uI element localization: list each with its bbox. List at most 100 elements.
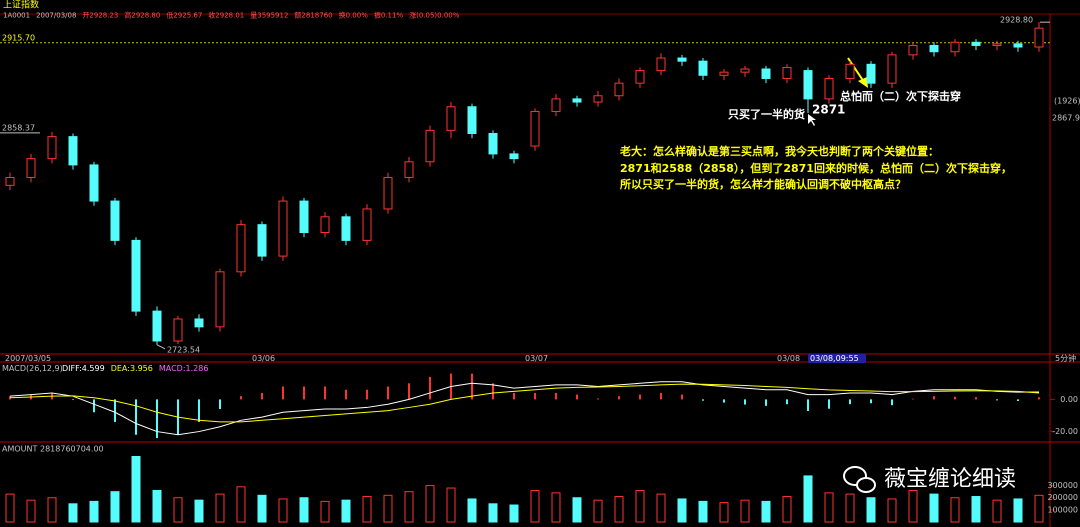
candle-body	[5, 176, 15, 186]
candle-body	[215, 271, 225, 328]
candle-body	[656, 57, 666, 72]
candle-body	[131, 239, 141, 312]
y-tick-label: 200000	[1047, 493, 1078, 502]
volume-bar	[320, 500, 330, 523]
volume-bar	[992, 499, 1002, 523]
volume-bar	[635, 489, 645, 523]
volume-bar	[278, 498, 288, 523]
price-label: 2915.70	[2, 33, 35, 42]
candle-body	[320, 216, 330, 234]
volume-bar	[908, 489, 918, 523]
volume-bar	[194, 499, 204, 523]
candle-body	[551, 98, 561, 112]
quote-item: 1A0001	[3, 12, 30, 20]
volume-bar	[425, 485, 435, 523]
candle-body	[593, 95, 603, 103]
volume-bar	[719, 502, 729, 523]
volume-bar	[677, 498, 687, 523]
volume-bar	[152, 489, 162, 523]
volume-bar	[5, 493, 15, 523]
volume-bar	[47, 497, 57, 523]
candle-body	[950, 41, 960, 53]
candle-body	[299, 200, 309, 234]
candle-body	[26, 158, 36, 178]
quote-item: 低2925.67	[166, 11, 202, 20]
candle-body	[362, 208, 372, 241]
panel-header: 2818760704.00	[40, 445, 104, 454]
candle-body	[572, 98, 582, 103]
x-tick-label: 03/06	[252, 354, 275, 363]
volume-bar	[761, 500, 771, 523]
panel-title: AMOUNT	[2, 445, 38, 454]
volume-bar	[656, 493, 666, 523]
chart-title: 上证指数	[3, 0, 39, 11]
quote-item: 额2818760	[294, 11, 332, 20]
volume-bar	[1013, 498, 1023, 523]
candle-body	[1013, 43, 1023, 48]
cursor	[808, 114, 816, 126]
quote-item: 2007/03/08	[36, 12, 76, 20]
candle-body	[1034, 27, 1044, 48]
annotation: 只买了一半的货	[728, 107, 805, 121]
candle-body	[845, 63, 855, 79]
price-label: 2723.54	[167, 345, 200, 354]
volume-bar	[950, 497, 960, 523]
quote-item: 高2928.80	[124, 11, 160, 20]
volume-bar	[26, 499, 36, 523]
volume-bar	[782, 496, 792, 523]
candle-body	[467, 106, 477, 134]
candle-body	[446, 106, 456, 131]
candle-body	[887, 54, 897, 84]
volume-bar	[593, 499, 603, 523]
volume-bar	[740, 499, 750, 523]
arrow	[847, 57, 865, 83]
candle-body	[341, 216, 351, 241]
annotation: 总怕而（二）次下探击穿	[840, 89, 961, 103]
volume-bar	[341, 499, 351, 523]
volume-bar	[929, 493, 939, 523]
volume-bar	[173, 497, 183, 523]
candle-body	[803, 70, 813, 100]
y-tick-label: 100000	[1047, 505, 1078, 514]
volume-bar	[845, 493, 855, 523]
volume-bar	[509, 504, 519, 523]
volume-bar	[488, 503, 498, 523]
candle-body	[68, 136, 78, 166]
cursor-box	[808, 354, 866, 363]
candle-body	[992, 43, 1002, 46]
macd-line	[9, 381, 1040, 436]
candle-body	[383, 176, 393, 210]
watermark: 薇宝缠论细读	[843, 466, 1016, 493]
candle-body	[635, 70, 645, 84]
price-marker	[156, 344, 166, 350]
panel-title: MACD(26,12,9)	[2, 364, 63, 373]
volume-bar	[257, 494, 267, 523]
icon	[856, 477, 876, 493]
candle-body	[278, 200, 288, 257]
price-label: 2928.80	[1000, 16, 1033, 25]
y-tick-label: 300000	[1047, 481, 1078, 490]
candle-body	[971, 41, 981, 46]
annotation: 2871	[812, 103, 845, 117]
volume-bar	[971, 496, 981, 523]
quote-item: 涨(0.05)0.00%	[409, 11, 460, 20]
panel-header: DEA:3.956	[111, 364, 153, 373]
volume-bar	[803, 475, 813, 523]
volume-bar	[299, 497, 309, 523]
candle-body	[908, 44, 918, 56]
candle-body	[173, 318, 183, 342]
candle-body	[530, 110, 540, 147]
volume-bar	[614, 496, 624, 523]
macd-line	[9, 383, 1040, 423]
volume-bar	[551, 492, 561, 523]
volume-bar	[131, 455, 141, 523]
y-tick-label: 0.00	[1060, 395, 1078, 404]
x-tick-label: 03/07	[525, 354, 548, 363]
volume-bar	[530, 489, 540, 523]
candle-body	[425, 129, 435, 163]
annotation: 老大：怎么样确认是第三买点啊，我今天也判断了两个关键位置：	[619, 144, 939, 158]
candle-body	[257, 224, 267, 257]
volume-bar	[89, 500, 99, 523]
candle-body	[509, 153, 519, 160]
